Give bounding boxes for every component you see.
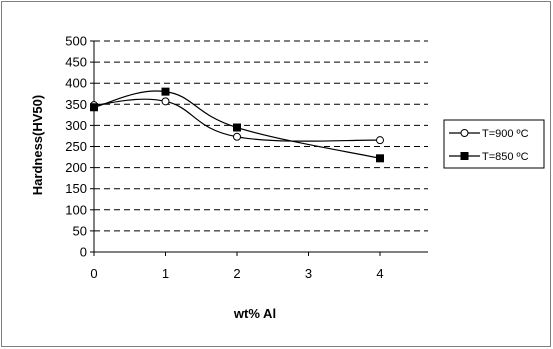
y-tick-label: 450 xyxy=(65,55,87,70)
x-tick-label: 3 xyxy=(305,266,312,281)
y-tick-label: 350 xyxy=(65,97,87,112)
legend-marker-0 xyxy=(460,129,469,137)
y-axis-ticks: 0 50 100 150 200 250 300 350 400 450 500 xyxy=(65,34,94,260)
y-axis-title: Hardness(HV50) xyxy=(30,95,45,195)
data-point-s0-1 xyxy=(161,97,170,106)
y-tick-label: 300 xyxy=(65,118,87,133)
y-tick-label: 0 xyxy=(80,245,87,260)
series-line-0 xyxy=(93,98,381,142)
data-point-s0-3 xyxy=(376,136,384,145)
y-tick-label: 100 xyxy=(65,202,87,217)
legend: T=900 ºC T=850 ºC xyxy=(443,119,545,169)
y-tick-label: 150 xyxy=(65,181,87,196)
axes xyxy=(93,41,428,253)
y-tick-label: 50 xyxy=(73,223,87,238)
y-tick-label: 250 xyxy=(65,139,87,154)
x-tick-label: 4 xyxy=(376,266,383,281)
data-point-s1-2 xyxy=(233,123,241,132)
data-point-s1-3 xyxy=(376,154,384,163)
gridlines xyxy=(94,40,428,232)
data-point-s1-0 xyxy=(90,103,98,112)
x-tick-label: 1 xyxy=(162,266,169,281)
legend-marker-1 xyxy=(460,152,469,160)
x-axis-title: wt% Al xyxy=(233,306,276,321)
series-group xyxy=(90,87,384,163)
legend-label-0: T=900 ºC xyxy=(482,128,529,140)
data-point-s0-2 xyxy=(233,132,241,141)
y-tick-label: 400 xyxy=(65,76,87,91)
legend-label-1: T=850 ºC xyxy=(482,151,529,163)
y-tick-label: 200 xyxy=(65,160,87,175)
x-tick-label: 0 xyxy=(90,266,97,281)
data-point-s1-1 xyxy=(161,87,170,96)
series-line-1 xyxy=(93,90,381,159)
y-tick-label: 500 xyxy=(65,34,87,49)
x-axis-ticks: 0 1 2 3 4 xyxy=(90,252,384,281)
x-tick-label: 2 xyxy=(233,266,240,281)
